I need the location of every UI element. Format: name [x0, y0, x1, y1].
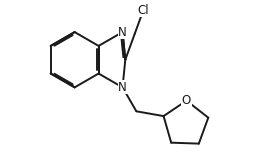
Text: N: N [118, 26, 127, 39]
Text: Cl: Cl [138, 4, 149, 17]
Text: O: O [182, 94, 191, 107]
Text: N: N [118, 81, 127, 94]
